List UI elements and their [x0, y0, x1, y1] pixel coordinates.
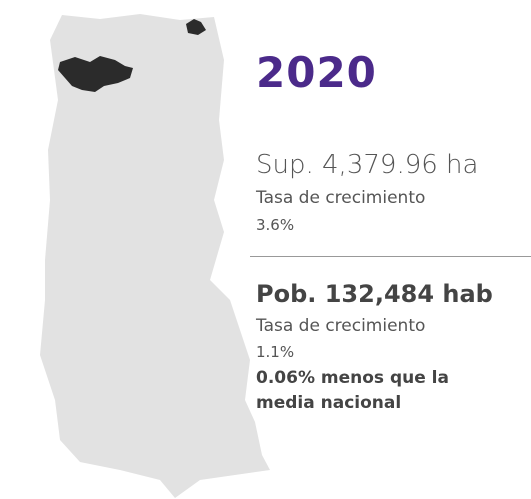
surface: Sup. 4,379.96 ha: [256, 150, 479, 180]
population-rate: 1.1%: [256, 343, 295, 361]
population-rate-label: Tasa de crecimiento: [256, 316, 426, 336]
surface-rate-label: Tasa de crecimiento: [256, 188, 426, 208]
population-note: media nacional: [256, 393, 402, 413]
population: Pob. 132,484 hab: [256, 280, 493, 308]
territory: [40, 14, 270, 498]
urban-area: [186, 19, 206, 35]
divider: [250, 256, 531, 257]
urban-area: [58, 56, 133, 92]
municipality-map: [40, 14, 270, 498]
surface-rate: 3.6%: [256, 216, 295, 234]
year: 2020: [256, 48, 377, 97]
population-note: 0.06% menos que la: [256, 368, 449, 388]
